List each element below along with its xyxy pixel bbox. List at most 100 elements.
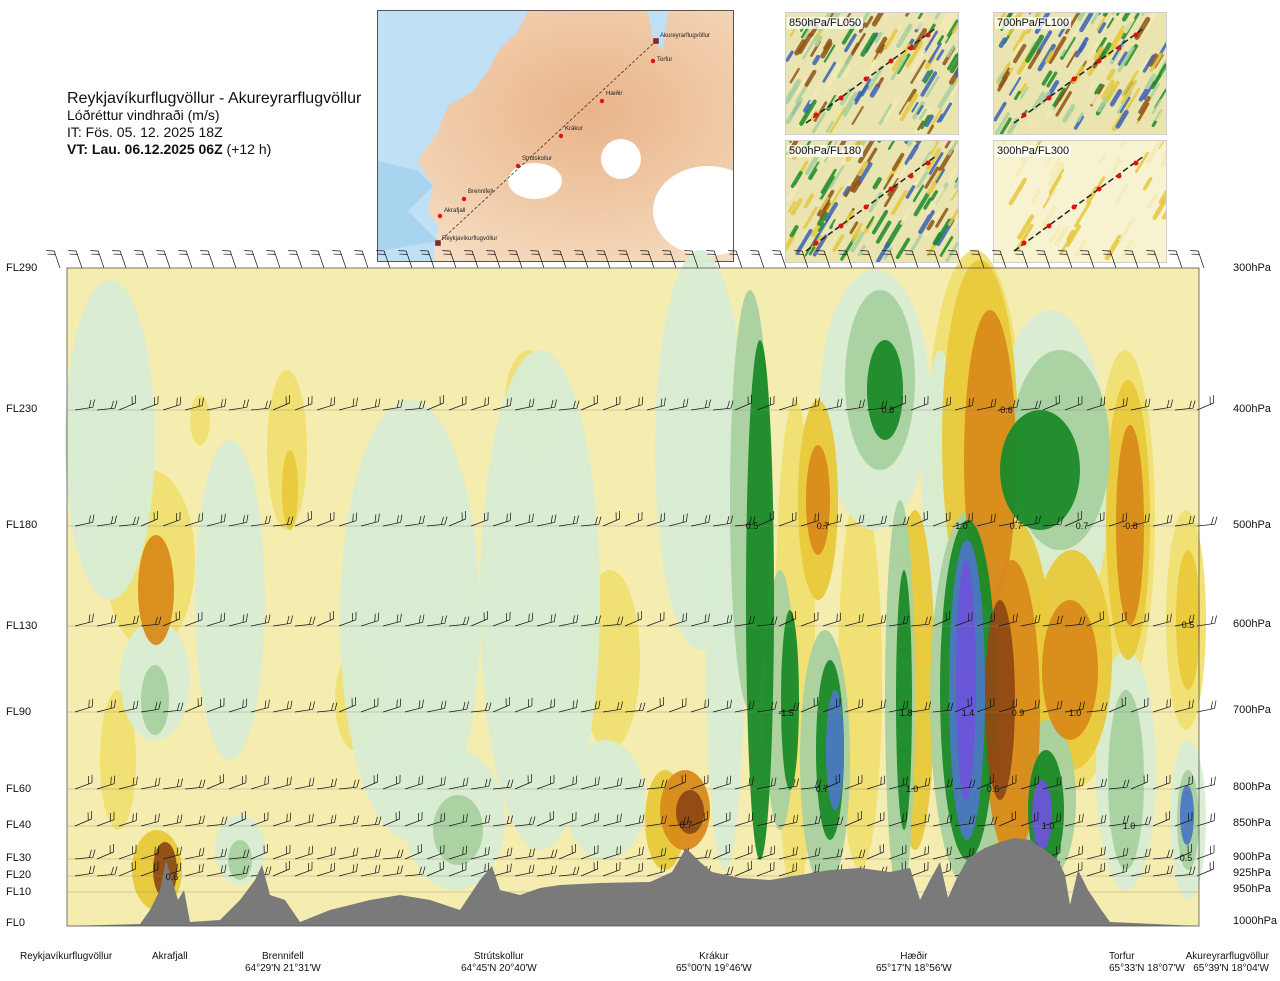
- inset-300[interactable]: 300hPa/FL300: [993, 140, 1167, 263]
- wind-barb: [1064, 821, 1083, 827]
- wind-barb-feather: [1082, 777, 1085, 786]
- wind-barb-feather: [642, 778, 645, 787]
- inset-streak: [939, 236, 954, 257]
- wind-barb-feather: [950, 846, 952, 855]
- wind-barb-feather: [660, 815, 664, 824]
- wind-barb-feather: [620, 616, 624, 625]
- wind-barb-feather: [682, 613, 684, 622]
- wind-barb-feather: [686, 398, 689, 407]
- wind-barb: [448, 869, 467, 877]
- inset-waypoint: [813, 112, 819, 118]
- inset-streak: [817, 211, 828, 227]
- wind-barb-feather: [748, 777, 751, 786]
- wind-barb: [866, 522, 885, 527]
- wind-barb: [646, 405, 665, 411]
- inset-streak: [1117, 46, 1135, 73]
- wind-barb: [74, 818, 92, 827]
- wind-barb-feather: [818, 863, 820, 872]
- wind-barb-feather: [154, 616, 158, 625]
- inset-streak: [860, 32, 877, 57]
- waypoint-akureyri[interactable]: Akureyrarflugvöllur 65°39'N 18°04'W: [1185, 951, 1269, 974]
- wind-barb: [272, 784, 291, 790]
- wind-barb: [932, 785, 951, 790]
- wind-barb: [888, 622, 907, 627]
- inset-streak: [840, 88, 853, 106]
- inset-streak: [1096, 13, 1109, 31]
- wind-barb-feather: [374, 865, 377, 874]
- wind-barb-feather: [708, 849, 712, 858]
- inset-streak: [883, 246, 893, 260]
- wind-barb-feather: [158, 813, 160, 822]
- wind-barb-feather: [1012, 614, 1015, 623]
- inset-streak: [943, 13, 958, 33]
- wind-barb-feather: [1214, 776, 1216, 785]
- inset-waypoint: [1046, 95, 1052, 101]
- wind-barb: [492, 520, 511, 527]
- inset-streak: [934, 13, 941, 20]
- fjord: [648, 11, 668, 51]
- wind-barb-feather: [136, 776, 138, 785]
- wind-barb-feather: [220, 816, 224, 825]
- wind-barb: [624, 854, 643, 860]
- inset-streak: [1121, 13, 1131, 22]
- wind-barb-feather: [114, 400, 118, 409]
- waypoint-brennifell[interactable]: Brennifell 64°29'N 21°31'W: [245, 951, 321, 974]
- downdraft-area: [190, 395, 210, 445]
- wind-barb: [426, 523, 445, 527]
- wind-barb-feather: [924, 814, 927, 823]
- inset-streak: [1144, 73, 1157, 90]
- inset-streak: [1138, 96, 1151, 115]
- route-waypoints: Akureyrarflugvöllur Torfur Hæðir Krákur Strú…: [435, 33, 710, 246]
- wind-barb-feather: [616, 701, 620, 710]
- waypoint-haedir[interactable]: Hæðir 65°17'N 18°56'W: [876, 951, 952, 974]
- wind-barb-feather: [510, 863, 512, 872]
- wind-barb: [1042, 708, 1061, 713]
- inset-streak: [790, 170, 803, 189]
- waypoint-marker: [461, 196, 467, 202]
- wind-barb-feather: [400, 865, 403, 874]
- wind-barb-feather: [1170, 849, 1174, 858]
- inset-streak: [851, 32, 866, 56]
- inset-streak: [1030, 189, 1041, 204]
- map-waypoint-label: Brennifell: [468, 189, 493, 195]
- waypoint-torfur[interactable]: Torfur 65°33'N 18°07'W: [1109, 951, 1185, 974]
- wind-barb-feather: [792, 847, 795, 856]
- wind-barb-feather: [462, 616, 466, 625]
- wind-barb-feather: [246, 865, 249, 874]
- wind-barb: [558, 819, 577, 827]
- inset-500[interactable]: 500hPa/FL180: [785, 140, 959, 263]
- fl-label: FL30: [6, 852, 32, 864]
- contour-value-label: 1.0: [1123, 821, 1136, 831]
- fl-label: FL90: [6, 706, 32, 718]
- inset-850[interactable]: 850hPa/FL050: [785, 12, 959, 135]
- wind-barb-feather: [1104, 814, 1107, 823]
- wind-barb: [756, 853, 775, 860]
- wind-barb: [96, 622, 115, 627]
- wind-barb: [602, 821, 621, 827]
- inset-streak: [1077, 13, 1085, 19]
- wind-barb-feather: [664, 815, 667, 824]
- waypoint-krakur[interactable]: Krákur 65°00'N 19°46'W: [676, 951, 752, 974]
- wind-barb: [910, 708, 929, 713]
- wind-barb-feather: [1144, 816, 1148, 825]
- wind-barb-feather: [176, 815, 179, 824]
- wind-barb: [184, 619, 203, 627]
- wind-barb: [1108, 520, 1127, 527]
- wind-barb-feather: [594, 516, 598, 525]
- wind-barb-feather: [246, 399, 249, 408]
- inset-streak: [1102, 13, 1109, 17]
- updraft-area: [1180, 785, 1194, 845]
- inset-700[interactable]: 700hPa/FL100: [993, 12, 1167, 135]
- wind-barb: [580, 523, 599, 527]
- wind-barb-feather: [1125, 512, 1128, 521]
- wind-barb-feather: [88, 515, 91, 524]
- waypoint-akrafjall[interactable]: Akrafjall: [152, 951, 188, 962]
- wind-barb: [735, 250, 743, 269]
- waypoint-reykjavik[interactable]: Reykjavíkurflugvöllur: [20, 951, 113, 962]
- inset-streak: [944, 141, 952, 149]
- wind-barb: [1174, 783, 1193, 790]
- wind-barb-feather: [730, 400, 734, 409]
- wind-barb-feather: [1122, 815, 1126, 824]
- wind-barb-feather: [792, 778, 796, 787]
- waypoint-strutskollur[interactable]: Strútskollur 64°45'N 20°40'W: [461, 951, 537, 974]
